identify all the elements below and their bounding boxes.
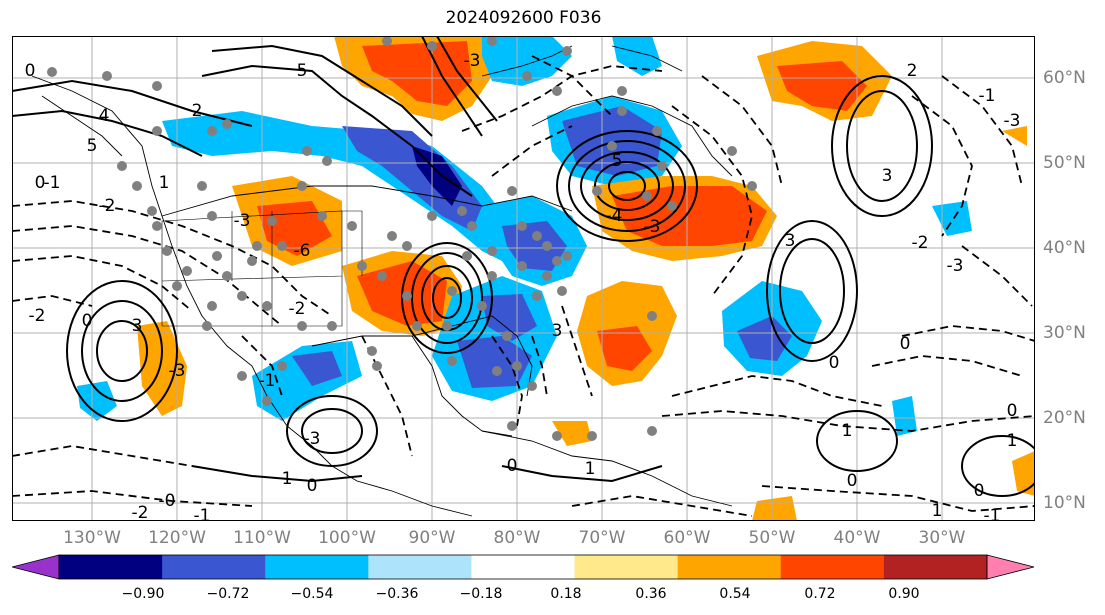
colorbar-tick: 0.18 bbox=[550, 586, 582, 602]
contour-label: -2 bbox=[912, 233, 929, 253]
contour-label: 4 bbox=[99, 106, 110, 126]
contour-label: 1 bbox=[842, 421, 853, 441]
lat-label: 30°N bbox=[1043, 323, 1086, 343]
lon-label: 40°W bbox=[833, 528, 881, 548]
contour-label: 0 bbox=[507, 456, 518, 476]
lat-label: 10°N bbox=[1043, 493, 1086, 513]
contour-label: 2 bbox=[907, 61, 918, 81]
contour-label: -2 bbox=[29, 306, 46, 326]
lon-label: 30°W bbox=[918, 528, 966, 548]
lon-label: 90°W bbox=[408, 528, 456, 548]
contour-label: 5 bbox=[612, 151, 623, 171]
contour-label: 0 bbox=[1007, 401, 1018, 421]
contour-label: -1 bbox=[984, 506, 1001, 521]
colorbar-segment bbox=[883, 555, 988, 579]
contour-dashed bbox=[12, 55, 1035, 517]
colorbar-segment bbox=[368, 555, 472, 579]
contour-label: 5 bbox=[87, 136, 98, 156]
colorbar-extend-high bbox=[986, 554, 1035, 580]
colorbar-tick: −0.54 bbox=[290, 586, 334, 602]
contour-label: 0 bbox=[900, 334, 911, 354]
contour-label: -3 bbox=[304, 429, 321, 449]
contour-label: -3 bbox=[1004, 111, 1021, 131]
colorbar-tick: 0.90 bbox=[888, 586, 920, 602]
lon-label: 50°W bbox=[748, 528, 796, 548]
contour-label: 1 bbox=[282, 469, 293, 489]
map-panel: 0 2 4 5 1 0 -1 -2 -3 5 -6 -2 -2 0 -3 3 -… bbox=[12, 36, 1035, 521]
colorbar-tick: 0.54 bbox=[719, 586, 751, 602]
lon-label: 80°W bbox=[493, 528, 541, 548]
contour-label: -3 bbox=[947, 256, 964, 276]
lon-label: 110°W bbox=[233, 528, 291, 548]
colorbar-tick: −0.90 bbox=[121, 586, 165, 602]
contour-label: -2 bbox=[132, 503, 149, 521]
contour-label: 3 bbox=[552, 321, 563, 341]
contour-label: 0 bbox=[974, 481, 985, 501]
contour-label: -1 bbox=[979, 86, 996, 106]
lon-label: 130°W bbox=[63, 528, 121, 548]
coastlines bbox=[31, 45, 733, 517]
colorbar-extend-low bbox=[12, 554, 60, 580]
colorbar-segment bbox=[265, 555, 369, 579]
lat-label: 50°N bbox=[1043, 153, 1086, 173]
contour-label: 0 bbox=[829, 353, 840, 373]
contour-label: -3 bbox=[644, 217, 661, 237]
contour-label: 3 bbox=[132, 316, 143, 336]
lat-label: 20°N bbox=[1043, 408, 1086, 428]
contour-label: 2 bbox=[192, 101, 203, 121]
contour-label: 0 bbox=[25, 61, 36, 81]
colorbar-tick: −0.36 bbox=[375, 586, 419, 602]
colorbar-segment bbox=[59, 555, 163, 579]
colorbar-tick: −0.72 bbox=[206, 586, 250, 602]
lat-label: 60°N bbox=[1043, 68, 1086, 88]
colorbar bbox=[12, 554, 1035, 580]
colorbar-segment bbox=[780, 555, 885, 579]
lon-label: 100°W bbox=[318, 528, 376, 548]
contour-label: -1 bbox=[44, 173, 61, 193]
contour-label: -3 bbox=[169, 361, 186, 381]
colorbar-tick: 0.72 bbox=[804, 586, 836, 602]
contour-solid bbox=[12, 36, 1035, 497]
map-title: 2024092600 F036 bbox=[445, 8, 602, 28]
contour-label: -0 bbox=[159, 491, 176, 511]
contour-label: 3 bbox=[882, 166, 893, 186]
colorbar-segment bbox=[162, 555, 266, 579]
contour-label: 1 bbox=[1007, 431, 1018, 451]
contour-label: -6 bbox=[294, 241, 311, 261]
contour-label: -1 bbox=[194, 506, 211, 521]
contour-label: 0 bbox=[35, 173, 46, 193]
contour-label: -2 bbox=[99, 196, 116, 216]
contour-label: 0 bbox=[307, 476, 318, 496]
colorbar-segment bbox=[574, 555, 679, 579]
lon-label: 120°W bbox=[148, 528, 206, 548]
station-dots bbox=[47, 36, 757, 441]
contour-label: 1 bbox=[932, 501, 943, 521]
contour-label: 1 bbox=[159, 173, 170, 193]
contour-label: 0 bbox=[82, 311, 93, 331]
lat-label: 40°N bbox=[1043, 238, 1086, 258]
colorbar-tick: −0.18 bbox=[459, 586, 503, 602]
lon-label: 60°W bbox=[663, 528, 711, 548]
colorbar-tick: 0.36 bbox=[635, 586, 667, 602]
contour-label: 3 bbox=[785, 231, 796, 251]
colorbar-segment bbox=[471, 555, 576, 579]
colorbar-segment bbox=[677, 555, 782, 579]
contour-label: 1 bbox=[585, 459, 596, 479]
contour-label: 5 bbox=[297, 61, 308, 81]
contour-label: -3 bbox=[464, 51, 481, 71]
contour-labels: 0 2 4 5 1 0 -1 -2 -3 5 -6 -2 -2 0 -3 3 -… bbox=[25, 51, 1021, 521]
contour-label: -3 bbox=[234, 211, 251, 231]
contour-label: -4 bbox=[606, 206, 623, 226]
contour-label: -2 bbox=[289, 299, 306, 319]
contour-label: 0 bbox=[847, 471, 858, 491]
contour-label: -1 bbox=[259, 371, 276, 391]
colorbar-frame bbox=[58, 554, 988, 580]
lon-label: 70°W bbox=[578, 528, 626, 548]
